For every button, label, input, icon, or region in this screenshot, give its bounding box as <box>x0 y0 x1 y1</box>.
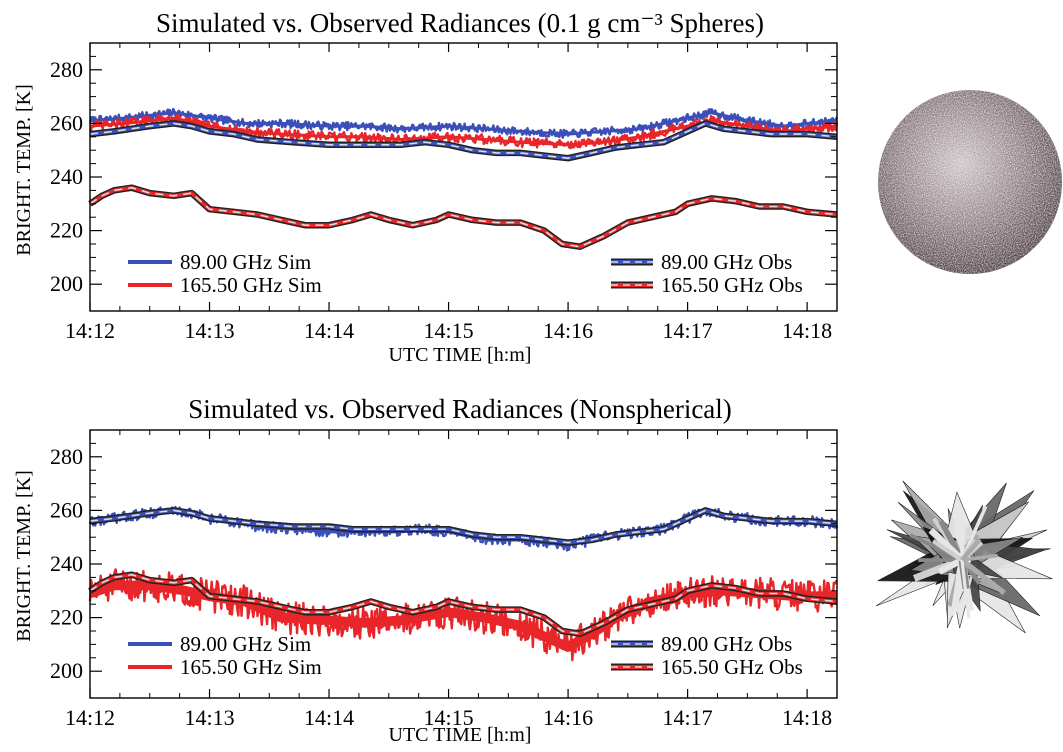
x-tick-label: 14:18 <box>782 705 832 730</box>
x-tick-label: 14:14 <box>304 318 354 343</box>
x-tick-label: 14:17 <box>663 318 713 343</box>
x-tick-label: 14:13 <box>184 318 234 343</box>
legend-label-sim-165: 165.50 GHz Sim <box>180 273 322 297</box>
x-tick-label: 14:16 <box>543 705 593 730</box>
x-tick-label: 14:17 <box>663 705 713 730</box>
y-tick-label: 240 <box>50 164 83 189</box>
sphere-particle-icon <box>878 90 1062 274</box>
series-165-50-ghz-sim <box>88 568 838 662</box>
series-dash <box>89 509 838 544</box>
y-tick-label: 220 <box>50 605 83 630</box>
legend-obs: 89.00 GHz Obs 165.50 GHz Obs <box>611 250 803 297</box>
series-dash <box>89 122 838 159</box>
plot-area-spheres: 14:12 14:13 14:14 14:15 14:16 14:17 14:18 200 22… <box>50 42 839 343</box>
legend-sim: 89.00 GHz Sim 165.50 GHz Sim <box>128 632 322 679</box>
series-89-00-ghz-obs <box>89 120 838 162</box>
panel-nonspherical: Simulated vs. Observed Radiances (Nonsph… <box>13 394 839 746</box>
series-89-00-ghz-sim <box>88 107 839 139</box>
series-165-50-ghz-obs <box>88 571 838 637</box>
panel-spheres: Simulated vs. Observed Radiances (0.1 g … <box>13 8 839 366</box>
series-group <box>88 107 839 250</box>
nonspherical-particle-icon <box>875 480 1053 634</box>
series-dash <box>89 186 838 248</box>
legend-label-sim-165: 165.50 GHz Sim <box>180 655 322 679</box>
x-tick-label: 14:15 <box>423 705 473 730</box>
series-line <box>89 113 839 150</box>
series-165-50-ghz-obs <box>88 184 838 250</box>
legend-label-obs-165: 165.50 GHz Obs <box>661 655 803 679</box>
series-line <box>89 185 838 249</box>
y-tick-label: 220 <box>50 218 83 243</box>
series-core <box>89 111 838 136</box>
series-group <box>88 505 839 662</box>
legend-label-obs-165: 165.50 GHz Obs <box>661 273 803 297</box>
x-axis-label: UTC TIME [h:m] <box>389 344 532 366</box>
x-tick-label: 14:13 <box>184 705 234 730</box>
y-tick-label: 260 <box>50 110 83 135</box>
legend-label-sim-89: 89.00 GHz Sim <box>180 632 311 656</box>
legend-label-sim-89: 89.00 GHz Sim <box>180 250 311 274</box>
series-core <box>88 580 837 652</box>
x-axis-label: UTC TIME [h:m] <box>389 724 532 746</box>
y-tick-label: 200 <box>50 271 83 296</box>
legend-label-obs-89: 89.00 GHz Obs <box>661 632 792 656</box>
x-tick-label: 14:14 <box>304 705 354 730</box>
y-tick-label: 280 <box>50 444 83 469</box>
x-tick-label: 14:12 <box>65 705 115 730</box>
x-tick-label: 14:18 <box>782 318 832 343</box>
x-tick-label: 14:16 <box>543 318 593 343</box>
y-tick-label: 200 <box>50 658 83 683</box>
y-tick-label: 280 <box>50 57 83 82</box>
legend-label-obs-89: 89.00 GHz Obs <box>661 250 792 274</box>
series-dash <box>89 573 838 635</box>
y-axis-label: BRIGHT. TEMP. [K] <box>13 470 35 641</box>
legend-obs: 89.00 GHz Obs 165.50 GHz Obs <box>611 632 803 679</box>
legend-sim: 89.00 GHz Sim 165.50 GHz Sim <box>128 250 322 297</box>
x-tick-label: 14:12 <box>65 318 115 343</box>
x-tick-label: 14:15 <box>423 318 473 343</box>
y-axis-label: BRIGHT. TEMP. [K] <box>13 84 35 255</box>
panel-title: Simulated vs. Observed Radiances (Nonsph… <box>188 394 732 424</box>
series-89-00-ghz-obs <box>89 507 838 546</box>
y-tick-label: 240 <box>50 551 83 576</box>
panel-title: Simulated vs. Observed Radiances (0.1 g … <box>156 8 764 38</box>
plot-area-nonspherical: 14:12 14:13 14:14 14:15 14:16 14:17 14:18 200 22… <box>50 429 839 730</box>
series-line <box>88 107 839 139</box>
y-tick-label: 260 <box>50 497 83 522</box>
